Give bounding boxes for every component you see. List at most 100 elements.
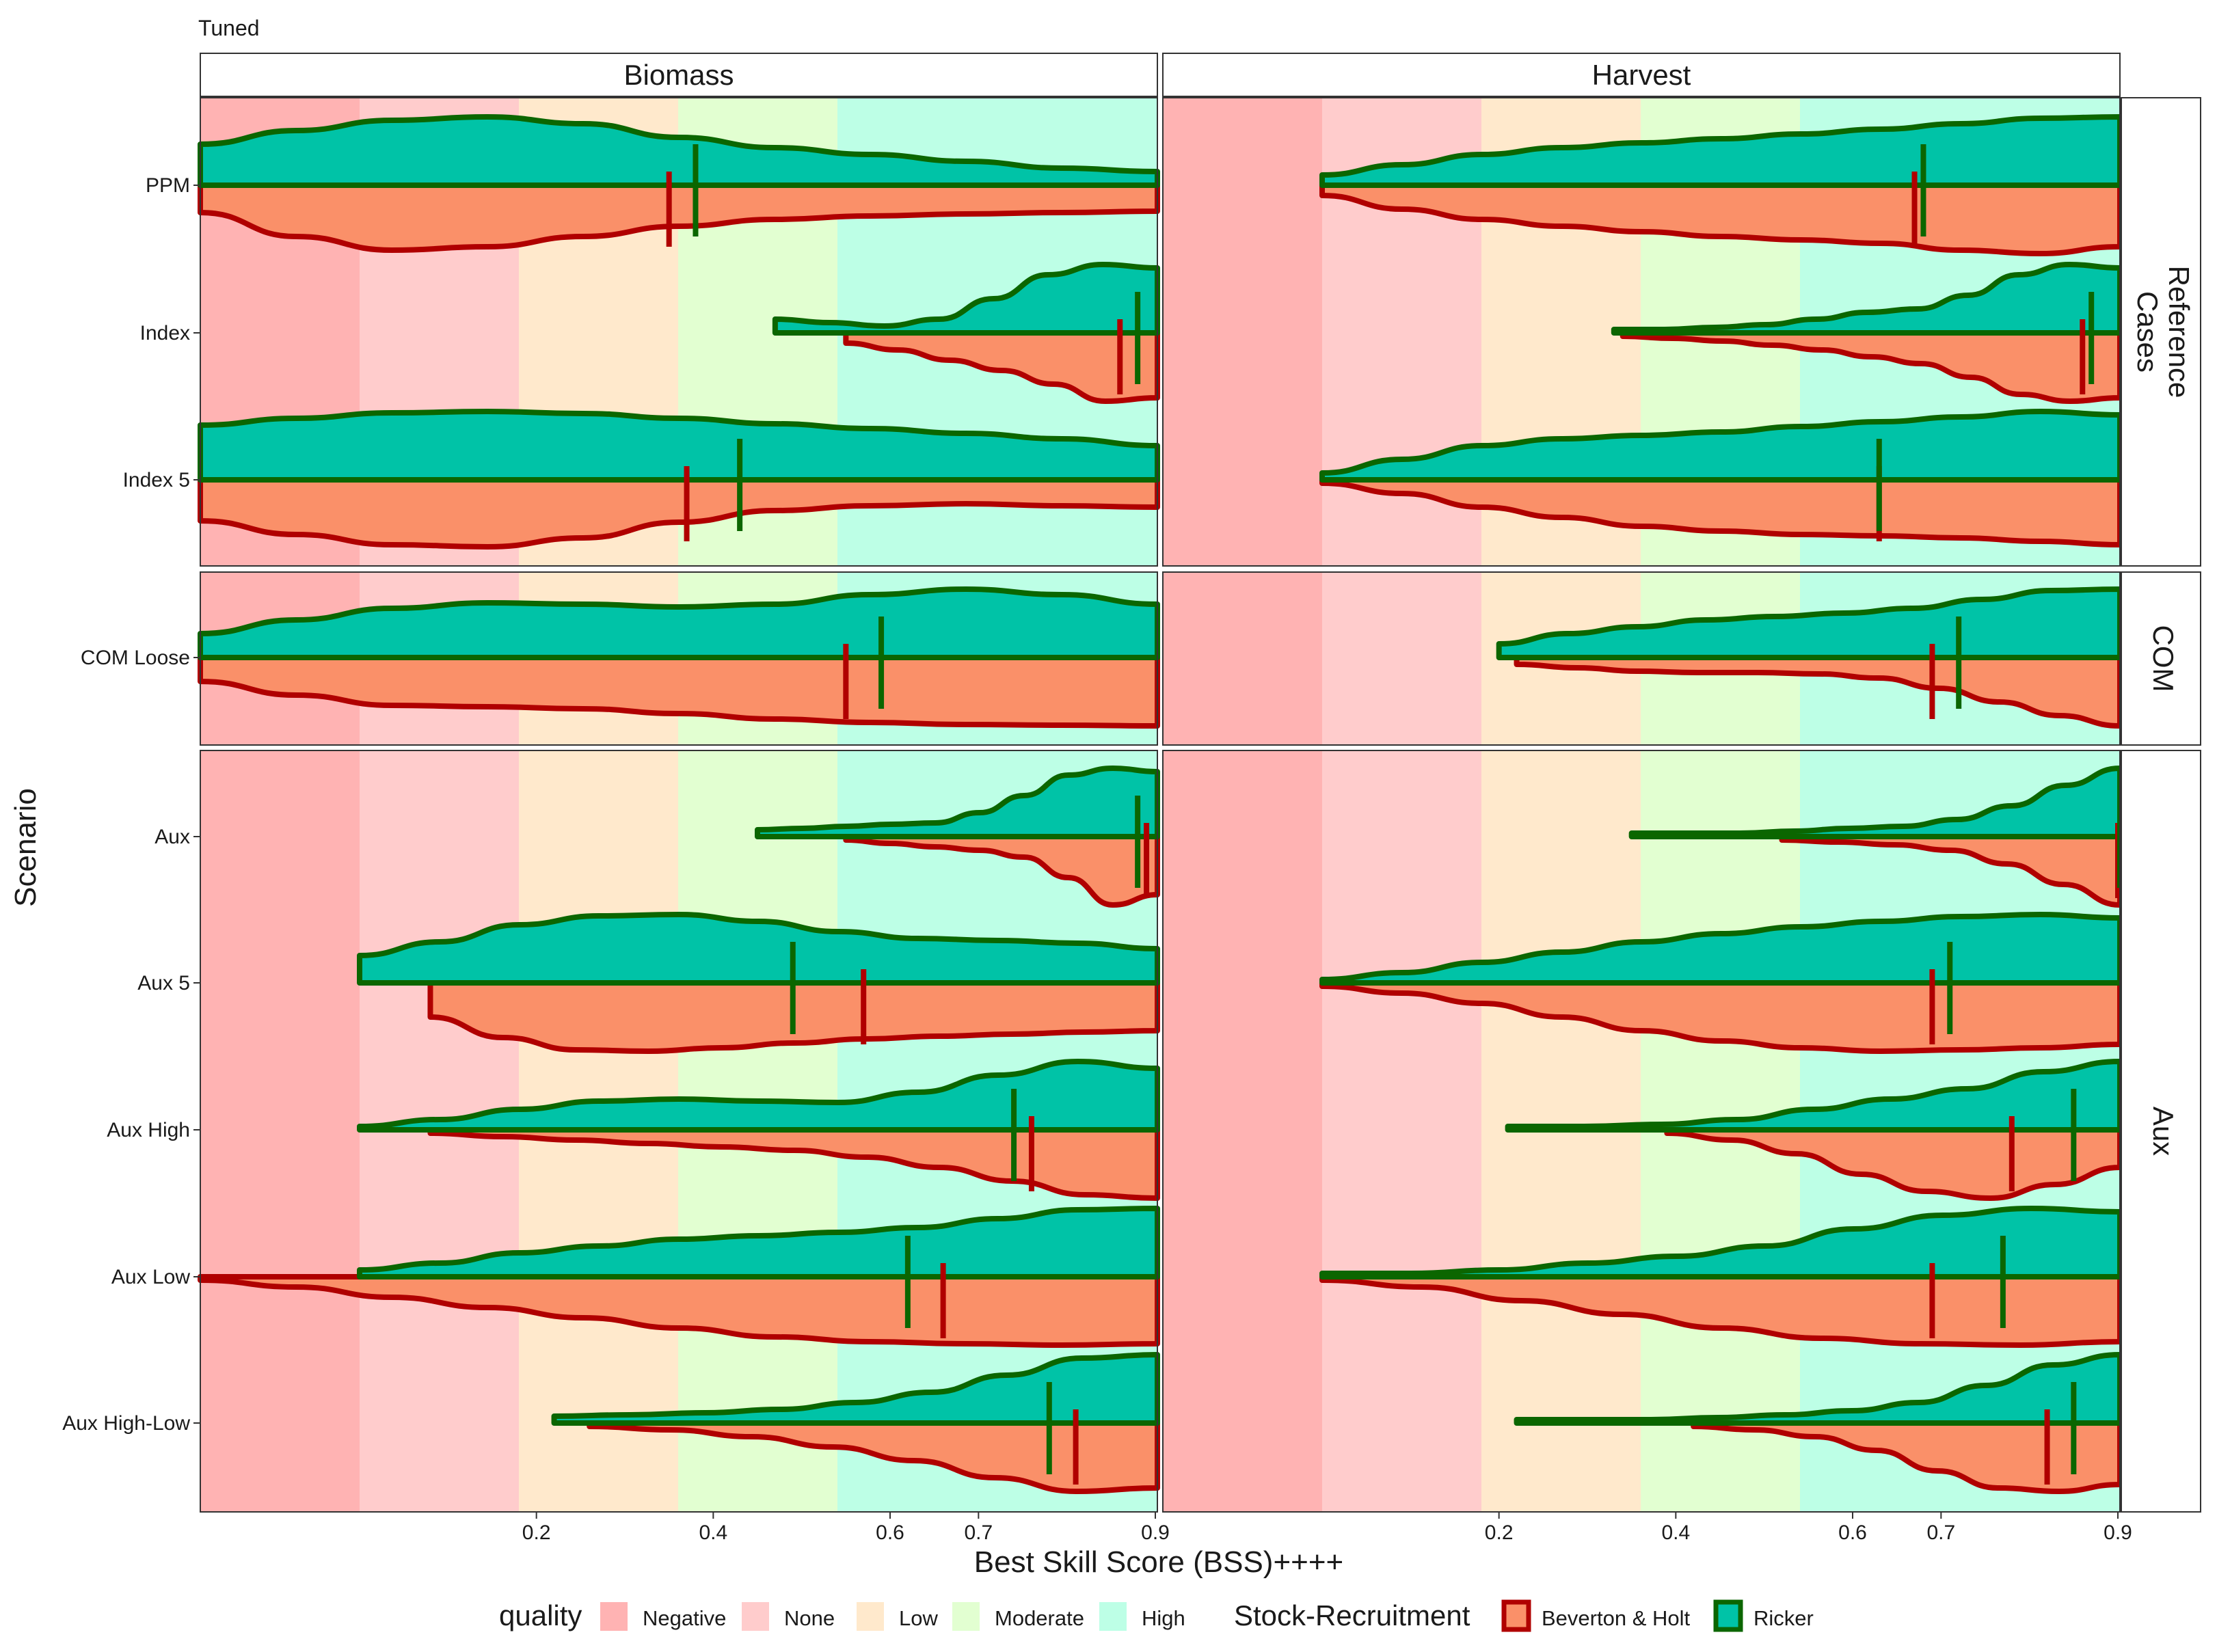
row-strip-label: COM (2147, 625, 2179, 692)
violin-harvest-index (1611, 262, 2123, 404)
violin-biomass-index-5 (198, 409, 1160, 550)
row-strip-label: Reference (2163, 266, 2195, 398)
violin-half-bh (843, 330, 1160, 404)
band-negative (1163, 572, 1322, 745)
legend-label: Negative (643, 1606, 726, 1630)
legend-key-none (742, 1602, 769, 1631)
violin-half-ricker (198, 586, 1160, 660)
violin-half-bh (1620, 330, 2123, 404)
violin-half-ricker (198, 409, 1160, 483)
column-strip-label: Harvest (1592, 59, 1691, 91)
x-tick-label: 0.7 (964, 1521, 993, 1544)
column-strip (1162, 53, 2121, 97)
violin-half-bh (587, 1420, 1160, 1494)
legend-label: High (1142, 1606, 1185, 1630)
violin-half-bh (198, 655, 1160, 729)
legend-label: Low (899, 1606, 938, 1630)
violin-half-ricker (357, 1206, 1160, 1279)
violin-half-bh (427, 1127, 1160, 1201)
legend: quality Negative None Low Moderate High Stock-… (499, 1599, 1814, 1632)
band-negative (1163, 750, 1322, 1512)
y-tick-label: COM Loose (81, 647, 190, 669)
violin-biomass-aux-low (198, 1206, 1160, 1348)
facet-panels (198, 97, 2123, 1513)
legend-key-negative (600, 1602, 628, 1631)
band-negative (200, 750, 360, 1512)
violin-half-bh (198, 1274, 1160, 1348)
legend-key-sr (1501, 1599, 1531, 1632)
y-axis-ticks: PPM Index Index 5 COM Loose Aux Aux 5 Aux High… (62, 174, 200, 1435)
y-axis-title: Scenario (9, 788, 42, 907)
violin-biomass-aux-high-low (551, 1352, 1160, 1494)
legend-key-low (857, 1602, 884, 1631)
y-tick-label: Aux Low (111, 1266, 190, 1288)
violin-half-bh (843, 834, 1160, 908)
violin-biomass-aux (755, 766, 1160, 908)
violin-half-bh (1319, 980, 2123, 1054)
row-strip (2121, 97, 2201, 567)
y-tick-label: Index (140, 322, 190, 344)
legend-label: None (784, 1606, 835, 1630)
violin-half-ricker (1319, 409, 2123, 483)
violin-biomass-ppm (198, 114, 1160, 253)
violin-half-bh (1319, 182, 2123, 256)
column-strip-label: Biomass (623, 59, 734, 91)
legend-key-high (1099, 1602, 1127, 1631)
violin-half-ricker (755, 766, 1160, 839)
violin-half-bh (198, 477, 1160, 550)
column-strip (200, 53, 1158, 97)
row-strip-label: Aux (2147, 1107, 2179, 1156)
panel-border (200, 97, 1158, 567)
x-tick-label: 0.4 (699, 1521, 727, 1544)
violin-half-bh (198, 182, 1160, 253)
violin-half-ricker (1514, 1352, 2123, 1426)
violin-biomass-com-loose (198, 586, 1160, 729)
violin-half-bh (1664, 1127, 2123, 1201)
violin-half-bh (1319, 1274, 2123, 1348)
legend-title-quality: quality (499, 1599, 582, 1631)
violin-half-ricker (772, 262, 1160, 336)
y-tick-label: Aux High-Low (62, 1412, 190, 1435)
legend-key-moderate (952, 1602, 980, 1631)
x-axis-ticks: 0.2 0.4 0.6 0.7 0.9 0.2 0.4 0.6 0.7 0.9 (522, 1512, 2132, 1544)
violin-harvest-aux-high (1505, 1059, 2123, 1201)
band-none (1322, 572, 1481, 745)
panel-border (200, 750, 1158, 1513)
legend-label: Ricker (1754, 1606, 1814, 1630)
x-tick-label: 0.6 (876, 1521, 904, 1544)
x-tick-label: 0.2 (1485, 1521, 1514, 1544)
column-strips: Biomass Harvest (200, 53, 2121, 97)
row-strip (2121, 571, 2201, 746)
violin-harvest-aux-5 (1319, 912, 2123, 1054)
violin-half-ricker (1628, 766, 2123, 839)
violin-half-ricker (1319, 1206, 2123, 1279)
violin-half-ricker (357, 1059, 1160, 1133)
violin-harvest-com-loose (1496, 586, 2123, 729)
row-strip (2121, 750, 2201, 1513)
violin-half-ricker (551, 1352, 1160, 1426)
violin-harvest-aux-high-low (1514, 1352, 2123, 1494)
x-axis-title: Best Skill Score (BSS)++++ (974, 1545, 1343, 1579)
violin-harvest-ppm (1319, 114, 2123, 256)
y-tick-label: Aux (154, 826, 190, 848)
band-none (1322, 750, 1481, 1512)
violin-harvest-index-5 (1319, 409, 2123, 547)
x-tick-label: 0.2 (522, 1521, 551, 1544)
violin-half-ricker (1319, 912, 2123, 986)
legend-title-sr: Stock-Recruitment (1234, 1599, 1470, 1631)
violin-half-bh (1514, 655, 2123, 729)
plot-title: Tuned (198, 16, 260, 40)
x-tick-label: 0.9 (2104, 1521, 2132, 1544)
x-tick-label: 0.7 (1926, 1521, 1955, 1544)
violin-half-ricker (357, 912, 1160, 986)
violin-half-ricker (1319, 114, 2123, 188)
legend-key-sr (1713, 1599, 1743, 1632)
panel-border (1162, 97, 2121, 567)
violin-half-ricker (1611, 262, 2123, 336)
band-negative (1163, 98, 1322, 566)
panel-border (1162, 571, 2121, 746)
violin-half-ricker (1505, 1059, 2123, 1133)
legend-label: Moderate (995, 1606, 1084, 1630)
